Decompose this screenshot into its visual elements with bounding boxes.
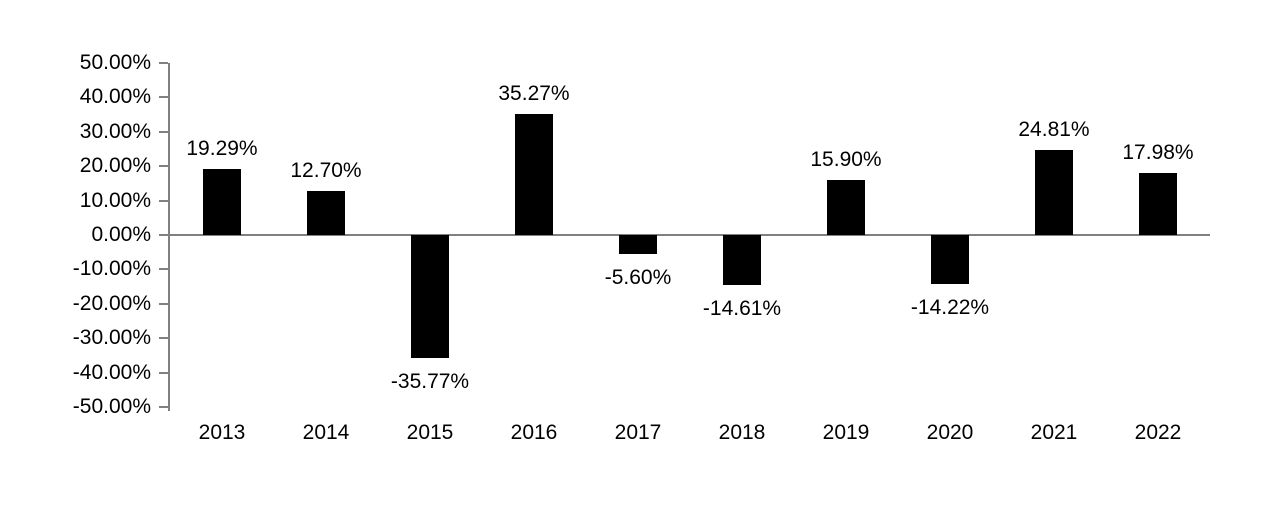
y-axis-tick — [159, 96, 168, 99]
bar-value-label: 15.90% — [810, 148, 882, 172]
bar-2018 — [723, 235, 761, 286]
bar-value-label: -14.61% — [702, 297, 782, 321]
bar-value-label: -5.60% — [604, 266, 672, 290]
y-axis-tick-label: -20.00% — [72, 291, 151, 315]
x-axis-label-2021: 2021 — [1030, 421, 1078, 444]
bar-2019 — [827, 180, 865, 235]
bar-2020 — [931, 235, 969, 284]
bar-2021 — [1035, 149, 1073, 235]
y-axis-tick — [159, 371, 168, 374]
x-axis-label-2019: 2019 — [822, 421, 870, 444]
bar-value-label: 17.98% — [1122, 141, 1194, 165]
x-axis-label-2015: 2015 — [406, 421, 454, 444]
bar-2017 — [619, 235, 657, 255]
y-axis-tick — [159, 165, 168, 168]
bar-2013 — [203, 168, 241, 235]
y-axis-tick-label: 0.00% — [91, 223, 151, 246]
y-axis-tick — [159, 130, 168, 133]
y-axis-tick-label: 20.00% — [79, 154, 151, 178]
bar-value-label: 35.27% — [498, 81, 570, 105]
y-axis-tick — [159, 302, 168, 305]
x-axis-label-2013: 2013 — [198, 421, 246, 444]
x-axis-label-2020: 2020 — [926, 421, 974, 444]
y-axis-tick-label: 30.00% — [79, 119, 151, 143]
bar-2014 — [307, 191, 345, 235]
y-axis-tick — [159, 337, 168, 340]
bar-value-label: -35.77% — [390, 370, 470, 394]
y-axis-tick-label: -50.00% — [72, 395, 151, 418]
x-axis-label-2014: 2014 — [302, 421, 350, 444]
x-axis-label-2017: 2017 — [614, 421, 662, 444]
y-axis-tick-label: -40.00% — [72, 360, 151, 384]
y-axis-tick — [159, 234, 168, 236]
y-axis-tick-label: 10.00% — [79, 188, 151, 212]
y-axis-tick — [159, 268, 168, 271]
bar-2015 — [411, 235, 449, 359]
zero-baseline — [170, 234, 1210, 236]
x-axis-label-2018: 2018 — [718, 421, 766, 444]
bar-value-label: 24.81% — [1018, 117, 1090, 141]
y-axis-tick — [159, 62, 168, 64]
y-axis-tick — [159, 406, 168, 408]
x-axis-label-2022: 2022 — [1134, 421, 1182, 444]
bar-2016 — [515, 113, 553, 235]
y-axis-tick-label: 50.00% — [79, 51, 151, 74]
bar-value-label: 19.29% — [186, 136, 258, 160]
bar-value-label: 12.70% — [290, 159, 362, 183]
y-axis-tick-label: -10.00% — [72, 257, 151, 281]
y-axis-tick — [159, 199, 168, 202]
y-axis-tick-label: 40.00% — [79, 85, 151, 109]
y-axis-tick-label: -30.00% — [72, 326, 151, 350]
y-axis-line — [168, 63, 170, 411]
x-axis-label-2016: 2016 — [510, 421, 558, 444]
bar-2022 — [1139, 173, 1177, 235]
bar-value-label: -14.22% — [910, 295, 990, 319]
